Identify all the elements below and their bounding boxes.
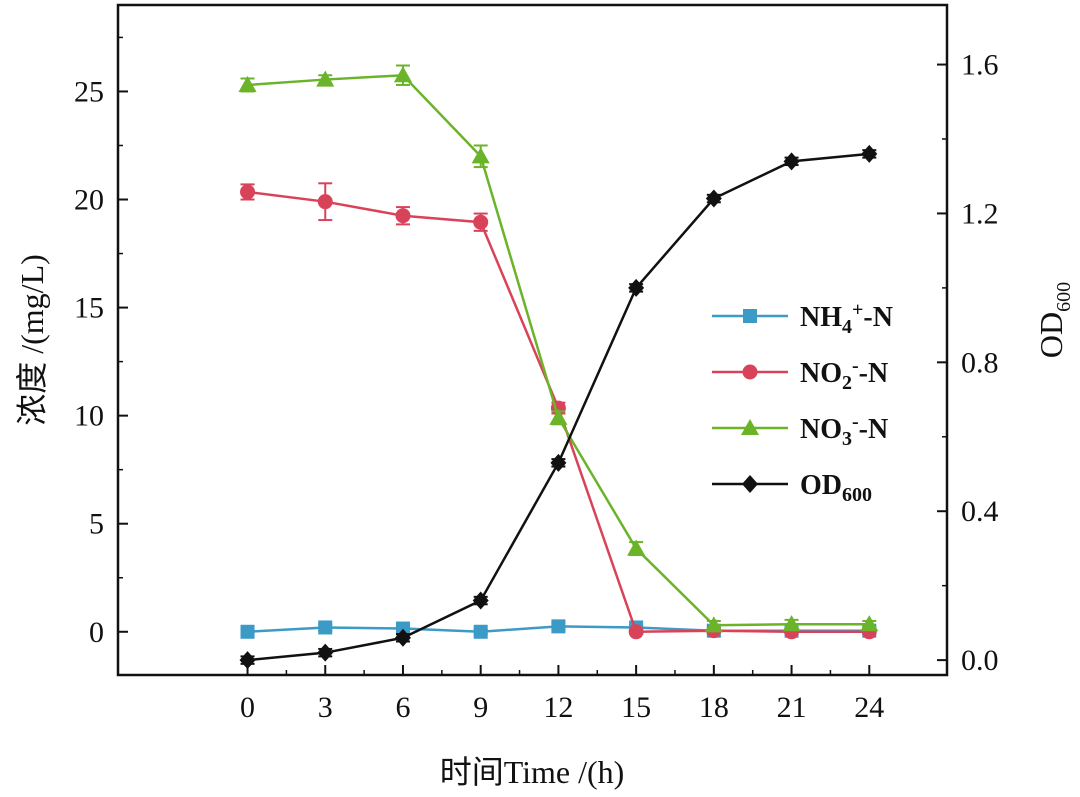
legend-item-od: OD600 [712,470,872,506]
x-tick-label: 6 [395,691,410,724]
series-layer [238,64,879,670]
y2-tick-label: 0.4 [961,495,999,528]
legend-label-sup: + [852,299,863,321]
data-point-nh4 [318,620,333,635]
data-point-nh4 [473,624,488,639]
data-point-od [783,152,800,171]
data-point-no3 [471,147,490,164]
y2-axis-title-main: OD [1033,312,1069,358]
data-point-no3 [393,66,413,83]
data-point-od [550,453,567,472]
data-point-no2 [395,208,411,224]
series-nh4 [240,619,877,639]
x-tick-label: 21 [777,691,807,724]
y-tick-label: 10 [74,400,104,433]
x-tick-label: 12 [543,691,573,724]
plot-frame [116,3,949,677]
x-tick-label: 9 [473,691,488,724]
data-point-od [861,144,878,163]
y-tick-label: 5 [89,508,104,541]
data-point-od [317,643,334,662]
data-point-no3 [549,408,568,425]
legend-label-main: NH [800,302,842,333]
legend-label-sub: 4 [842,316,852,338]
data-point-no3 [704,616,723,633]
data-point-od [705,189,722,208]
y-axis-title: 浓度 /(mg/L) [14,254,50,426]
data-point-od [628,278,645,297]
y-tick-label: 15 [74,292,104,325]
legend-label-tail: -N [863,302,893,333]
legend-label-tail: -N [859,358,889,389]
plot-border [116,3,949,677]
data-point-no2 [628,624,644,640]
data-point-nh4 [551,619,566,634]
legend-item-no3: NO3--N [712,411,888,450]
y-axis-left: 0 5 10 15 20 25 [74,36,128,649]
legend-marker-od [742,475,758,493]
y2-tick-label: 1.6 [961,49,999,82]
legend-label-no3: NO3--N [800,411,888,450]
series-line-no3 [247,73,870,627]
legend-label-sub: 600 [842,484,872,506]
data-point-nh4 [395,621,410,636]
series-no3 [238,64,879,633]
legend-label-sup: - [852,411,859,433]
legend-marker-no2 [742,364,758,380]
data-point-no2 [317,194,333,210]
data-point-od [394,628,411,647]
y2-axis-title: OD600 [1033,282,1075,358]
y2-axis-title-sub: 600 [1053,282,1075,312]
legend-label-sub: 3 [842,428,852,450]
legend-label-nh4: NH4+-N [800,299,893,338]
x-tick-label: 18 [699,691,729,724]
legend-label-no2: NO2--N [800,355,888,394]
legend-marker-no3 [740,418,760,436]
series-od [239,144,878,670]
data-point-no2 [473,214,489,230]
data-point-no3 [782,615,801,632]
legend-label-tail: -N [859,414,889,445]
legend-item-nh4: NH4+-N [712,299,893,338]
legend-label-sup: - [852,355,859,377]
y-tick-label: 20 [74,184,104,217]
legend-marker-nh4 [743,309,757,323]
legend-label-sub: 2 [842,372,852,394]
x-tick-label: 3 [318,691,333,724]
data-point-no3 [238,75,257,93]
y2-tick-label: 0.8 [961,346,999,379]
data-point-no3 [627,539,646,556]
data-point-no2 [240,184,256,200]
x-tick-label: 0 [240,691,255,724]
x-tick-label: 15 [621,691,651,724]
y-tick-label: 0 [89,616,104,649]
legend-label-main: NO [800,358,842,389]
legend-label-main: NO [800,414,842,445]
y-axis-right: 0.0 0.4 0.8 1.2 1.6 [937,49,999,677]
x-axis: 0 3 6 9 12 15 18 21 24 [240,665,884,724]
data-point-nh4 [240,624,255,639]
y2-tick-label: 0.0 [961,644,999,677]
data-point-od [239,651,256,670]
data-point-no3 [316,70,335,87]
x-axis-title: 时间Time /(h) [440,754,625,790]
legend-label-od: OD600 [800,470,872,506]
y-tick-label: 25 [74,75,104,108]
x-tick-label: 24 [854,691,884,724]
data-point-no3 [860,615,879,632]
y2-tick-label: 1.2 [961,197,999,230]
legend-label-main: OD [800,470,842,501]
legend-item-no2: NO2--N [712,355,888,394]
data-point-od [472,591,489,610]
